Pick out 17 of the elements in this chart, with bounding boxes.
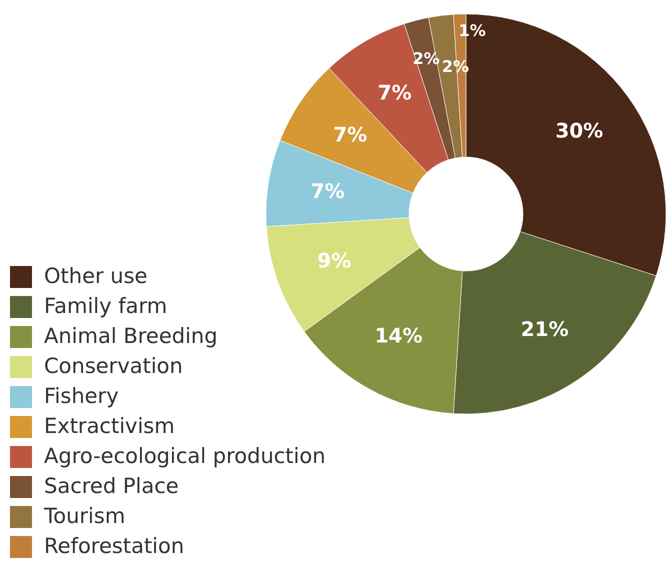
legend-label: Family farm xyxy=(44,294,168,318)
legend-label: Reforestation xyxy=(44,534,184,558)
legend-label: Animal Breeding xyxy=(44,324,218,348)
data-label: 7% xyxy=(333,122,368,146)
legend-label: Agro-ecological production xyxy=(44,444,326,468)
data-label: 21% xyxy=(520,316,569,341)
legend-label: Sacred Place xyxy=(44,474,179,498)
legend-label: Tourism xyxy=(43,504,126,528)
data-label: 30% xyxy=(555,118,604,143)
data-label: 14% xyxy=(374,324,422,348)
data-label: 7% xyxy=(378,80,412,104)
data-label: 7% xyxy=(310,179,345,204)
legend-label: Extractivism xyxy=(44,414,175,438)
legend-label: Other use xyxy=(44,264,148,288)
legend-label: Conservation xyxy=(44,354,183,378)
legend-label: Fishery xyxy=(44,384,119,408)
data-label: 9% xyxy=(317,248,352,272)
